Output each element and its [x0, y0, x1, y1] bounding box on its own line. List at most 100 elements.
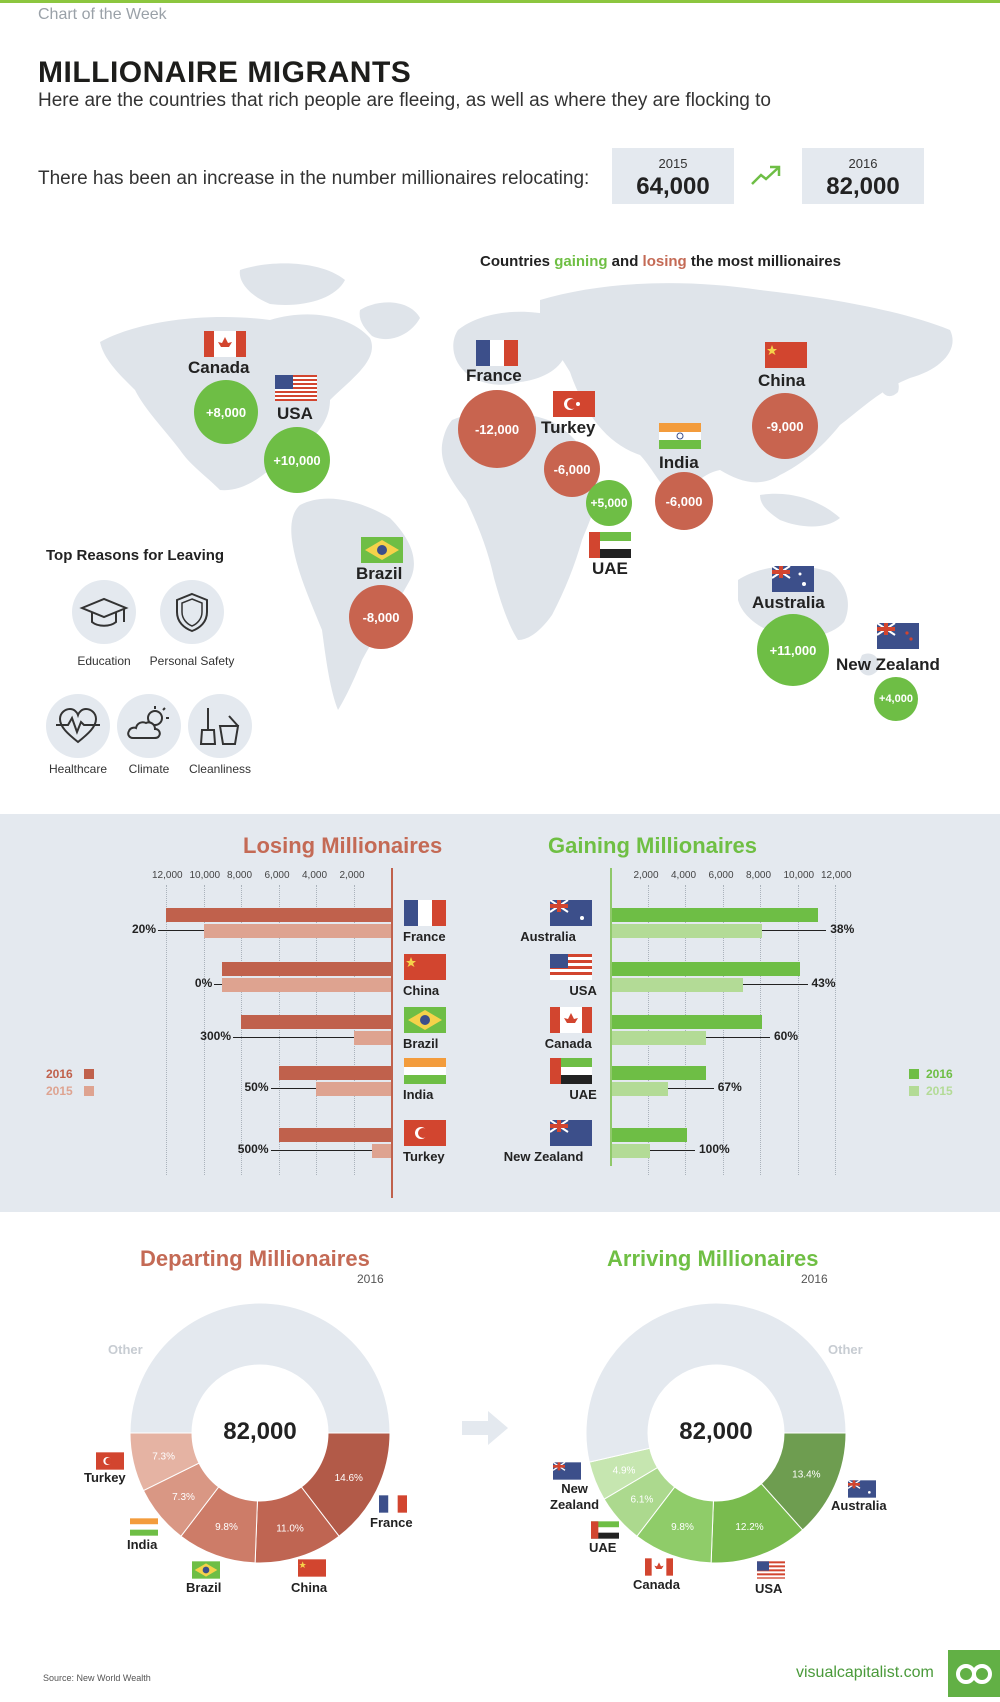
- country-value-bubble: +4,000: [874, 677, 918, 721]
- slice-label: Canada: [633, 1577, 680, 1592]
- slice-percent-label: 7.3%: [172, 1492, 195, 1503]
- australia-flag-icon: [772, 566, 814, 592]
- country-name: Canada: [188, 358, 250, 377]
- gaining-bar-2015: [612, 978, 744, 992]
- gaining-x-tick: 4,000: [671, 870, 697, 881]
- change-arrow-line: [762, 930, 827, 931]
- change-arrow-line: [270, 1088, 316, 1089]
- brazil-flag-icon: [404, 1007, 446, 1033]
- losing-country-label: Brazil: [403, 1036, 439, 1051]
- gaining-legend-2015-swatch: [909, 1086, 919, 1096]
- year-value: 82,000: [826, 173, 900, 200]
- losing-x-tick: 8,000: [227, 870, 253, 881]
- gaining-x-tick: 12,000: [821, 870, 852, 881]
- india-flag-icon: [130, 1518, 158, 1536]
- new-zealand-flag-icon: [877, 623, 919, 649]
- slice-percent-label: 14.6%: [335, 1473, 363, 1484]
- australia-flag-icon: [848, 1480, 876, 1498]
- brand-link[interactable]: visualcapitalist.com: [796, 1664, 934, 1681]
- year-value: 64,000: [636, 173, 710, 200]
- gaining-change-label: 67%: [717, 1080, 742, 1094]
- flag-uae: [550, 1058, 592, 1084]
- losing-legend-2015-swatch: [84, 1086, 94, 1096]
- france-flag-icon: [379, 1495, 407, 1513]
- change-arrow-line: [214, 984, 223, 985]
- slice-label: USA: [755, 1581, 783, 1596]
- losing-bar-2015: [222, 978, 391, 992]
- gaining-change-label: 100%: [699, 1142, 730, 1156]
- brazil-flag-icon: [361, 537, 403, 563]
- losing-bar-2016: [222, 962, 391, 976]
- gridline: [278, 885, 280, 1175]
- slice-label-line: New: [561, 1481, 588, 1496]
- change-arrow-line: [705, 1037, 770, 1038]
- gaining-x-tick: 2,000: [633, 870, 659, 881]
- gridline: [647, 885, 649, 1175]
- losing-country-label: China: [403, 983, 440, 998]
- losing-bar-2015: [203, 924, 391, 938]
- uae-flag-icon: [591, 1521, 619, 1539]
- losing-change-label: 0%: [194, 976, 213, 990]
- losing-x-tick: 4,000: [302, 870, 328, 881]
- heartbeat-icon: [56, 707, 100, 744]
- gaining-bar-2016: [612, 962, 800, 976]
- gridline: [203, 885, 205, 1175]
- slice-percent-label: 7.3%: [152, 1452, 175, 1463]
- gridline: [353, 885, 355, 1175]
- year-label: 2015: [658, 156, 688, 171]
- change-arrow-line: [158, 930, 204, 931]
- reasons-title: Top Reasons for Leaving: [46, 547, 225, 564]
- losing-bar-2016: [241, 1015, 391, 1029]
- india-flag-icon: [659, 423, 701, 449]
- france-flag-icon: [476, 340, 518, 366]
- reason-label: Personal Safety: [149, 654, 235, 668]
- page-title: MILLIONAIRE MIGRANTS: [38, 56, 412, 89]
- slice-label-line: Zealand: [550, 1497, 600, 1512]
- map-legend: Countries gaining and losing the most mi…: [480, 253, 841, 270]
- new-zealand-flag-icon: [549, 1119, 592, 1146]
- country-value-bubble: -12,000: [458, 390, 536, 468]
- losing-country-label: India: [403, 1087, 434, 1102]
- gaining-x-tick: 8,000: [746, 870, 772, 881]
- cleaning-icon: [199, 708, 240, 745]
- canada-flag-icon: [645, 1558, 673, 1576]
- new-zealand-flag-icon: [553, 1462, 581, 1480]
- turkey-flag-icon: [96, 1452, 124, 1470]
- usa-flag-icon: [550, 954, 592, 980]
- reason-label: Healthcare: [48, 762, 108, 776]
- gaining-change-label: 43%: [811, 976, 836, 990]
- flag-turkey: [404, 1120, 446, 1146]
- uae-flag-icon: [550, 1058, 592, 1084]
- country-value-bubble: -6,000: [655, 472, 713, 530]
- gaining-change-label: 38%: [830, 922, 855, 936]
- gridline: [685, 885, 686, 1175]
- country-name: Turkey: [541, 418, 596, 437]
- gaining-bar-2016: [612, 908, 819, 922]
- change-arrow-line: [233, 1037, 354, 1038]
- gaining-country-label: Australia: [520, 929, 576, 944]
- flag-brazil: [404, 1007, 446, 1033]
- sun-cloud-icon: [127, 706, 169, 739]
- canada-flag-icon: [550, 1007, 592, 1033]
- reason-icon-circle: [188, 694, 252, 758]
- trend-up-icon: [751, 165, 781, 185]
- gaining-legend-2016: 2016: [926, 1067, 953, 1081]
- departing-other-label: Other: [108, 1342, 143, 1357]
- reason-icon-circle: [72, 580, 136, 644]
- losing-change-label: 20%: [131, 922, 156, 936]
- gaining-bar-2015: [612, 1031, 706, 1045]
- country-value-bubble: +8,000: [194, 380, 258, 444]
- gridline: [760, 885, 761, 1175]
- india-flag-icon: [404, 1058, 446, 1084]
- reason-label: Education: [77, 654, 131, 668]
- legend-mid: and: [607, 253, 643, 270]
- losing-bar-2015: [316, 1082, 391, 1096]
- shield-icon: [176, 592, 208, 633]
- gaining-legend-2015: 2015: [926, 1084, 953, 1098]
- losing-legend-2015: 2015: [46, 1084, 73, 1098]
- change-arrow-line: [668, 1088, 714, 1089]
- donut-charts: 14.6% 11.0% 9.8% 7.3% 7.3% 13.4% 12.2% 9.8% 6.1%…: [129, 1302, 847, 1564]
- country-name: Australia: [752, 593, 825, 612]
- brazil-flag-icon: [192, 1561, 220, 1579]
- slice-label-new-zealand: New Zealand: [550, 1481, 599, 1513]
